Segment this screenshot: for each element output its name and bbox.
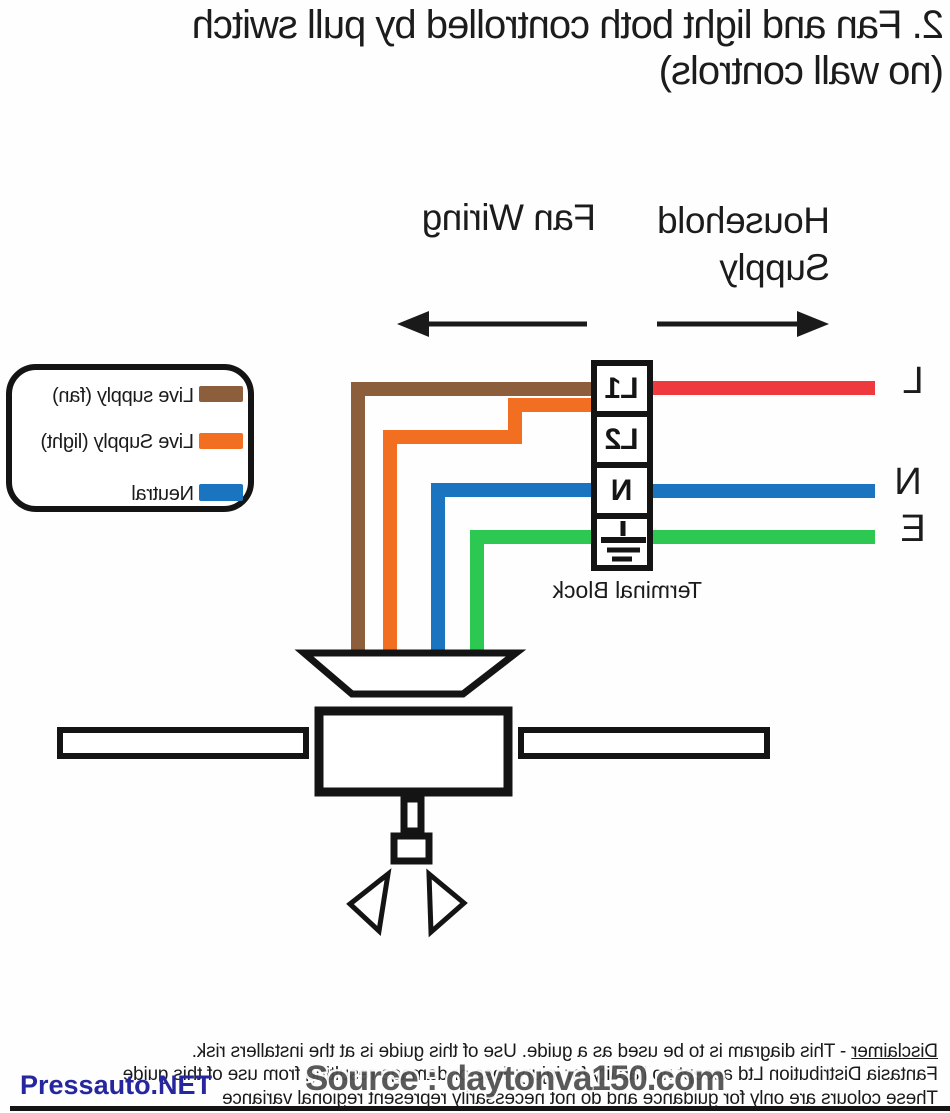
fan-blade-left bbox=[57, 727, 309, 759]
terminal-cell-l1 bbox=[591, 360, 653, 417]
legend-label-live-fan: Live supply (fan) bbox=[52, 385, 194, 407]
household-supply-header: Household Supply bbox=[620, 197, 830, 291]
fan-lamp-shade-left bbox=[346, 868, 392, 937]
terminal-label-n: N bbox=[611, 474, 633, 507]
green-wire-earth-fan-side bbox=[470, 530, 594, 656]
fan-light-stem bbox=[400, 795, 425, 835]
earth-symbol-icon bbox=[601, 521, 646, 562]
household-supply-arrow-icon bbox=[657, 311, 829, 337]
page-title-line2: (no wall controls) bbox=[659, 49, 944, 93]
ceiling-fan-drawing bbox=[57, 649, 770, 938]
brown-wire-fan-live bbox=[351, 382, 594, 656]
household-supply-header-line1: Household bbox=[657, 200, 830, 241]
fan-wiring-arrow-icon bbox=[397, 311, 587, 337]
terminal-label-l2: L2 bbox=[605, 423, 639, 456]
legend-swatch-brown bbox=[199, 386, 243, 402]
fan-canopy bbox=[294, 649, 527, 698]
fan-blade-right bbox=[518, 727, 770, 759]
supply-label-live: L bbox=[902, 360, 924, 402]
supply-label-neutral: N bbox=[894, 461, 922, 503]
pressauto-brand: Pressauto.NET bbox=[20, 1070, 213, 1100]
fan-light-fitting bbox=[390, 832, 433, 865]
legend-label-neutral: Neutral bbox=[131, 483, 194, 505]
disclaimer-word: Disclaimer bbox=[851, 1041, 938, 1062]
page-title: 2. Fan and light both controlled by pull… bbox=[30, 2, 944, 94]
source-watermark: Source : daytonva150.com bbox=[305, 1059, 725, 1098]
bottom-divider bbox=[10, 1106, 950, 1111]
orange-wire-light-live bbox=[383, 398, 594, 656]
household-supply-header-line2: Supply bbox=[719, 247, 830, 288]
terminal-block-caption: Terminal Block bbox=[552, 577, 702, 603]
blue-wire-neutral-fan-side bbox=[431, 483, 594, 656]
terminal-label-l1: L1 bbox=[605, 372, 639, 405]
legend-label-live-light: Live Supply (light) bbox=[40, 431, 194, 453]
fan-motor-body bbox=[314, 706, 513, 797]
supply-label-earth: E bbox=[900, 508, 926, 550]
page-title-line1: 2. Fan and light both controlled by pull… bbox=[192, 3, 944, 47]
wire-colour-legend: Live supply (fan) Live Supply (light) Ne… bbox=[6, 364, 254, 512]
fan-wiring-header: Fan Wiring bbox=[422, 197, 596, 238]
fan-lamp-shade-right bbox=[426, 868, 468, 938]
legend-swatch-blue bbox=[199, 484, 243, 501]
legend-swatch-orange bbox=[199, 433, 243, 449]
terminal-cell-n bbox=[591, 462, 653, 519]
